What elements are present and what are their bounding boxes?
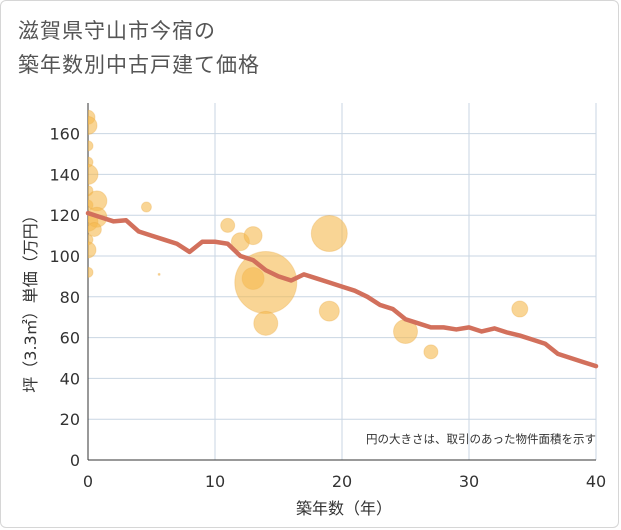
chart-title-line-2: 築年数別中古戸建て価格 (18, 53, 260, 77)
y-tick-label: 40 (60, 369, 80, 388)
data-bubble (88, 115, 98, 135)
data-bubble (234, 251, 298, 315)
y-tick-labels: 0 20 40 60 80 100 120 140 160 (49, 125, 80, 470)
trend-line (85, 210, 599, 369)
x-tick-label: 40 (586, 472, 606, 491)
data-bubble (423, 344, 439, 360)
y-tick-label: 0 (70, 451, 80, 470)
x-tick-label: 0 (83, 472, 93, 491)
chart-title-line-1: 滋賀県守山市今宿の (18, 19, 216, 43)
y-tick-label: 120 (49, 206, 80, 225)
data-bubble (88, 163, 99, 185)
x-tick-label: 10 (205, 472, 225, 491)
x-axis-label: 築年数（年） (296, 499, 392, 518)
y-tick-label: 160 (49, 125, 80, 144)
y-axis-label: 坪（3.3㎡）単価（万円） (21, 207, 40, 392)
data-bubble (253, 310, 279, 336)
data-bubble (88, 266, 94, 278)
y-tick-label: 100 (49, 247, 80, 266)
y-tick-label: 140 (49, 165, 80, 184)
data-bubble (511, 300, 529, 318)
x-tick-label: 30 (459, 472, 479, 491)
chart-title: 滋賀県守山市今宿の 築年数別中古戸建て価格 (18, 14, 260, 82)
grid-lines (88, 103, 597, 460)
trend-series (85, 210, 599, 369)
y-tick-label: 80 (60, 288, 80, 307)
data-bubble (157, 272, 161, 276)
data-bubble (220, 217, 236, 233)
data-bubble (140, 201, 152, 213)
y-tick-label: 60 (60, 329, 80, 348)
data-bubble (88, 140, 94, 152)
bubble-series (88, 109, 529, 360)
data-bubble (310, 215, 348, 253)
y-tick-label: 20 (60, 410, 80, 429)
x-tick-labels: 0 10 20 30 40 (83, 472, 606, 491)
size-note: 円の大きさは、取引のあった物件面積を示す (366, 432, 596, 446)
data-bubble (88, 221, 102, 237)
data-bubble (318, 300, 340, 322)
x-tick-label: 20 (332, 472, 352, 491)
data-bubble (243, 226, 263, 246)
data-bubble (88, 241, 97, 259)
